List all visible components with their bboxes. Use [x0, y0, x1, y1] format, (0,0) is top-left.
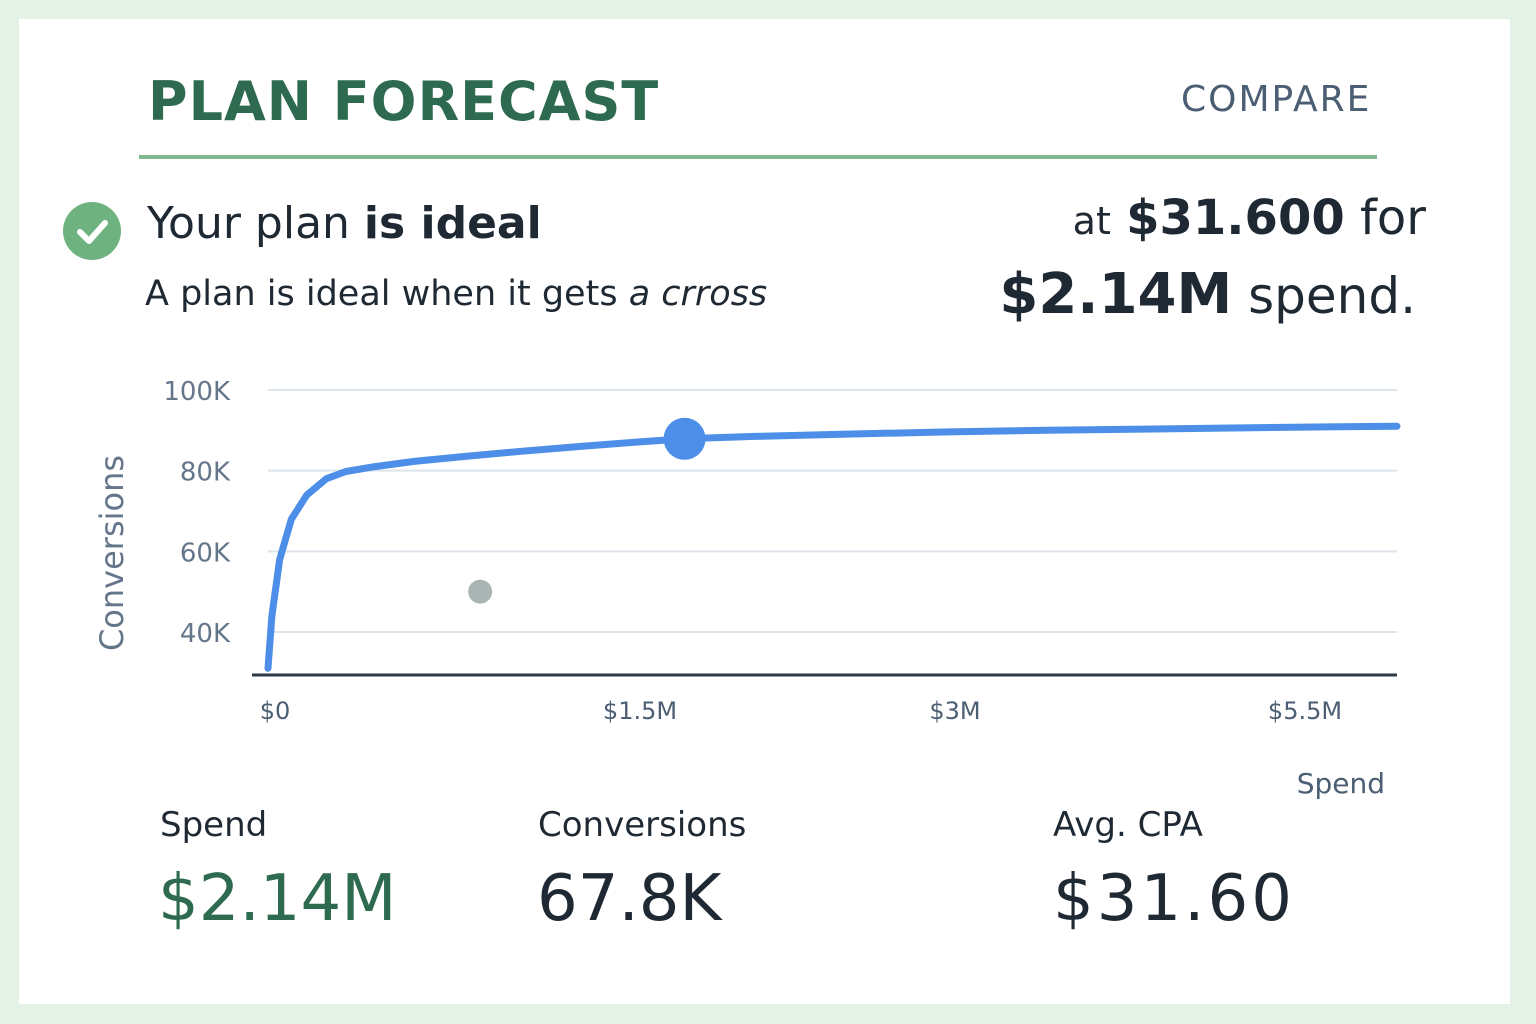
- x-tick-label: $0: [260, 697, 291, 725]
- x-axis-title: Spend: [1297, 767, 1385, 800]
- ideal-spend-line: $2.14M spend.: [999, 262, 1416, 327]
- y-tick-label: 100K: [163, 377, 231, 407]
- ideal-plan-point[interactable]: [663, 417, 706, 460]
- status-sub-prefix: A plan is ideal when it gets: [145, 274, 629, 314]
- conversions-metric-value: 67.8K: [537, 862, 722, 936]
- page-title: PLAN FORECAST: [148, 70, 660, 133]
- plan-status-description: A plan is ideal when it gets a crross: [145, 274, 767, 314]
- ideal-cpa-line: at $31.600 for: [1073, 190, 1426, 246]
- conversions-metric-label: Conversions: [538, 805, 747, 845]
- status-sub-italic: a crross: [628, 274, 768, 314]
- y-tick-label: 80K: [180, 458, 231, 488]
- forecast-curve: [264, 422, 1401, 672]
- compare-button[interactable]: COMPARE: [1181, 79, 1372, 120]
- plan-status-heading: Your plan is ideal: [147, 198, 542, 249]
- cpa-metric-label: Avg. CPA: [1053, 805, 1203, 845]
- ideal-at-label: at: [1072, 199, 1111, 243]
- cpa-metric-value: $31.60: [1053, 862, 1295, 936]
- check-circle-icon: [63, 202, 121, 260]
- status-prefix: Your plan: [147, 198, 364, 249]
- y-tick-label: 40K: [180, 619, 231, 649]
- y-tick-label: 60K: [180, 538, 231, 568]
- title-divider: [139, 155, 1377, 159]
- ideal-spend-value: $2.14M: [999, 262, 1233, 327]
- ideal-cpa-value: $31.600: [1126, 190, 1345, 246]
- ideal-spend-suffix: spend.: [1248, 267, 1416, 325]
- x-tick-label: $5.5M: [1268, 697, 1342, 725]
- status-emphasis: is ideal: [363, 198, 542, 249]
- spend-metric-label: Spend: [160, 805, 268, 845]
- comparison-point[interactable]: [468, 579, 493, 604]
- spend-metric-value: $2.14M: [158, 862, 397, 936]
- y-axis-title: Conversions: [93, 455, 131, 651]
- x-tick-label: $1.5M: [603, 697, 677, 725]
- forecast-card: [19, 19, 1510, 1004]
- x-tick-label: $3M: [929, 697, 980, 725]
- ideal-for-label: for: [1360, 190, 1426, 246]
